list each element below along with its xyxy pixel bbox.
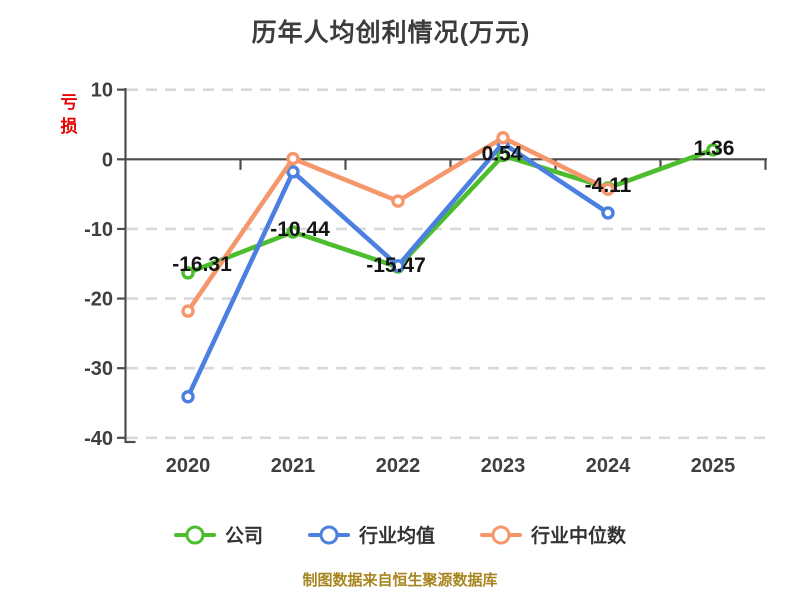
legend-item-industry-average: 行业均值: [307, 521, 435, 548]
x-tick-label: 2021: [271, 455, 316, 477]
data-point-marker: [601, 206, 615, 220]
x-tick-label: 2022: [376, 455, 421, 477]
chart-title: 历年人均创利情况(万元): [251, 19, 531, 47]
data-point-marker: [286, 165, 300, 179]
data-point-marker: [496, 131, 510, 145]
y-tick-label: -20: [84, 289, 113, 311]
series-line-0: [185, 147, 716, 276]
loss-annotation: 亏损: [60, 93, 78, 136]
y-tick-label: 0: [102, 149, 113, 171]
legend-label-industry-median: 行业中位数: [531, 526, 627, 547]
x-tick-label: 2023: [481, 455, 526, 477]
data-point-label: -16.31: [172, 253, 232, 276]
legend-item-industry-median: 行业中位数: [480, 521, 626, 548]
y-tick-label: -30: [84, 358, 113, 380]
legend-label-industry-average: 行业均值: [358, 526, 435, 547]
x-tick-label: 2020: [166, 455, 211, 477]
data-point-marker: [496, 148, 510, 163]
legend-item-company: 公司: [173, 521, 263, 548]
data-point-marker: [391, 194, 405, 208]
company-line-marker-icon: [173, 524, 216, 546]
x-tick-label: 2024: [586, 455, 631, 477]
data-point-marker: [181, 266, 195, 280]
data-point-marker: [181, 390, 195, 404]
y-tick-label: -40: [84, 428, 113, 450]
data-point-marker: [601, 182, 615, 196]
data-point-label: 0.54: [482, 143, 523, 166]
industry-average-line-marker-icon: [307, 524, 350, 546]
y-tick-label: -10: [84, 219, 113, 241]
series-line-2: [185, 135, 611, 314]
industry-median-line-marker-icon: [480, 524, 522, 546]
y-tick-label: 10: [91, 80, 113, 102]
legend: 公司 行业均值 行业中位数: [0, 521, 800, 548]
data-point-marker: [286, 151, 300, 166]
x-tick-label: 2025: [691, 455, 736, 477]
legend-label-company: 公司: [224, 526, 263, 547]
data-point-marker: [391, 259, 405, 273]
data-point-marker: [181, 304, 195, 318]
data-point-marker: [286, 225, 300, 239]
data-point-marker: [706, 143, 720, 157]
data-point-label: -15.47: [366, 254, 426, 277]
data-point-label: 1.36: [694, 137, 735, 160]
data-source-note: 制图数据来自恒生聚源数据库: [302, 572, 498, 589]
data-point-label: -10.44: [270, 218, 330, 241]
data-point-label: -4.11: [585, 174, 632, 197]
